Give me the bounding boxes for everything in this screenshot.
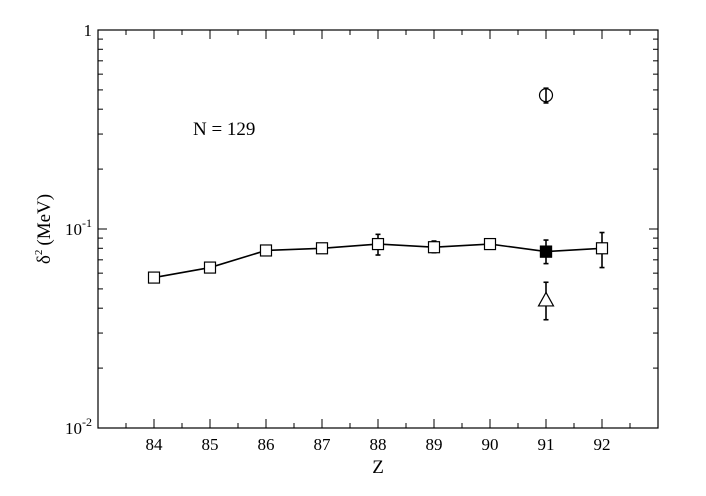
y-axis-label: δ2 (MeV) xyxy=(33,194,55,264)
y-tick-label: 1 xyxy=(84,21,93,40)
annotation-n: N = 129 xyxy=(193,119,255,140)
y-tick-label: 10-1 xyxy=(65,216,92,239)
data-point-open-triangle xyxy=(537,291,555,307)
y-axis-label-symbol: δ xyxy=(34,255,55,264)
y-tick-mantissa: 10 xyxy=(65,220,82,239)
data-point-open-square xyxy=(427,241,441,254)
data-point-open-square xyxy=(259,244,273,257)
x-tick-label: 85 xyxy=(202,435,219,454)
y-tick-exponent: -2 xyxy=(82,415,92,429)
data-point-open-square xyxy=(371,237,385,251)
plot-frame xyxy=(97,29,659,429)
y-axis-label-exponent: 2 xyxy=(33,250,45,256)
x-tick-label: 89 xyxy=(426,435,443,454)
x-tick-label: 84 xyxy=(146,435,164,454)
y-tick-mantissa: 1 xyxy=(84,21,93,40)
y-tick-mantissa: 10 xyxy=(65,419,82,438)
data-point-open-square xyxy=(483,237,497,251)
y-tick-label: 10-2 xyxy=(65,415,92,438)
data-point-filled-square xyxy=(539,245,553,258)
x-tick-label: 87 xyxy=(314,435,332,454)
x-tick-label: 91 xyxy=(538,435,555,454)
x-tick-label: 86 xyxy=(258,435,275,454)
data-point-open-square xyxy=(595,242,609,255)
x-axis-label: Z xyxy=(372,457,384,478)
x-tick-label: 88 xyxy=(370,435,387,454)
marker-layer xyxy=(147,87,609,321)
data-point-open-circle xyxy=(538,88,554,103)
data-point-open-square xyxy=(315,242,329,255)
x-tick-label: 90 xyxy=(482,435,499,454)
data-point-open-square xyxy=(147,271,161,284)
y-axis-label-unit: (MeV) xyxy=(34,194,55,246)
data-point-open-square xyxy=(203,261,217,274)
x-tick-label: 92 xyxy=(594,435,611,454)
y-tick-exponent: -1 xyxy=(82,216,92,230)
